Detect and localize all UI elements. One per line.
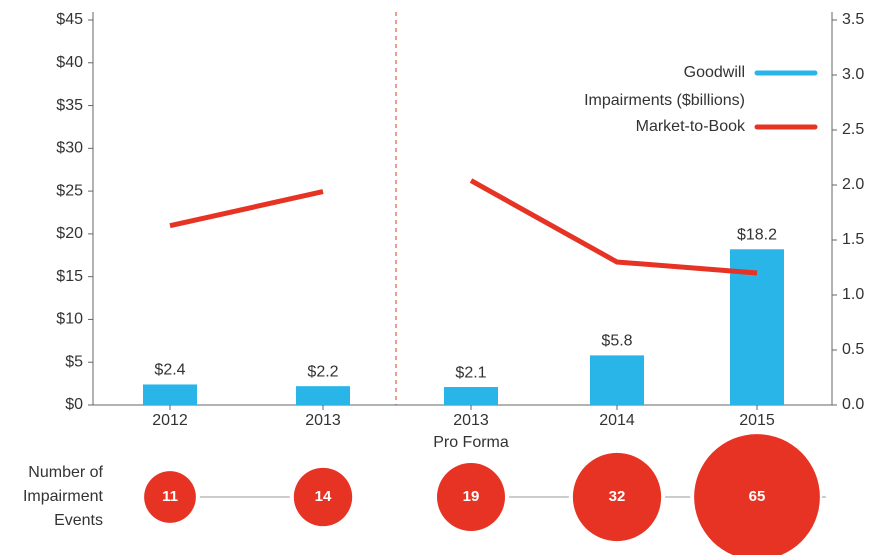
legend-label: Goodwill Impairments ($billions) — [584, 64, 745, 109]
x-tick-label: 2013 — [305, 412, 341, 429]
bar — [296, 386, 350, 405]
y2-tick-label: 3.0 — [842, 66, 864, 83]
y-tick-label: $40 — [56, 54, 83, 71]
line — [469, 178, 758, 276]
y-tick-label: $35 — [56, 97, 83, 114]
bubble-label: 32 — [609, 488, 626, 505]
data-label: $18.2 — [737, 227, 777, 244]
y2-tick-label: 2.5 — [842, 121, 864, 138]
bubble-label: 19 — [463, 488, 480, 505]
x-tick-label: 2013 Pro Forma — [433, 412, 509, 451]
data-label: $5.8 — [601, 333, 632, 350]
bubble — [572, 452, 662, 542]
bubble — [293, 467, 353, 527]
y-tick-label: $45 — [56, 11, 83, 28]
y2-tick-label: 0.5 — [842, 341, 864, 358]
y-tick-label: $15 — [56, 268, 83, 285]
y-tick-label: $30 — [56, 140, 83, 157]
bubble — [437, 463, 505, 531]
y-tick-label: $25 — [56, 182, 83, 199]
bubble-label: 65 — [749, 488, 766, 505]
events-label: Number of Impairment Events — [23, 464, 104, 529]
bar — [444, 387, 498, 405]
bar — [590, 355, 644, 405]
bubble-label: 14 — [315, 488, 332, 505]
y2-tick-label: 3.5 — [842, 11, 864, 28]
y-tick-label: $20 — [56, 225, 83, 242]
bubble — [694, 434, 820, 555]
data-label: $2.2 — [307, 363, 338, 380]
y2-tick-label: 0.0 — [842, 396, 864, 413]
line — [169, 189, 324, 229]
x-tick-label: 2012 — [152, 412, 188, 429]
x-tick-label: 2014 — [599, 412, 635, 429]
data-label: $2.1 — [455, 364, 486, 381]
y2-tick-label: 1.5 — [842, 231, 864, 248]
y2-tick-label: 1.0 — [842, 286, 864, 303]
x-tick-label: 2015 — [739, 412, 775, 429]
y-tick-label: $5 — [65, 353, 83, 370]
y-tick-label: $10 — [56, 311, 83, 328]
data-label: $2.4 — [154, 362, 185, 379]
y-tick-label: $0 — [65, 396, 83, 413]
y2-tick-label: 2.0 — [842, 176, 864, 193]
bar — [730, 249, 784, 405]
bubble — [144, 471, 196, 523]
bar — [143, 384, 197, 405]
bubble-label: 11 — [162, 488, 178, 505]
legend-label: Market-to-Book — [636, 118, 746, 135]
